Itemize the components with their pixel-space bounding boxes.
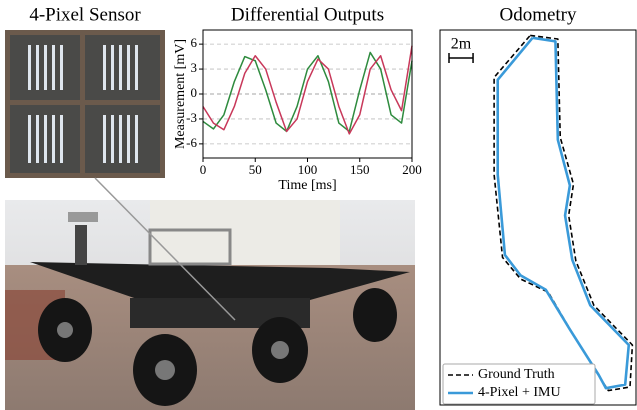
odometry-frame [440,30,636,405]
x-axis-label: Time [ms] [278,178,336,193]
x-tick-label: 0 [200,162,207,177]
x-tick-label: 150 [350,162,370,177]
legend-label: 4-Pixel + IMU [478,385,561,400]
x-tick-label: 50 [249,162,262,177]
sensor-title: 4-Pixel Sensor [29,4,141,25]
y-tick-label: 0 [191,85,198,100]
scale-bar-label: 2m [451,36,472,53]
legend-label: Ground Truth [478,367,555,382]
x-tick-label: 200 [402,162,422,177]
trajectory [494,35,632,390]
trajectory [498,38,629,388]
chart-title: Differential Outputs [231,4,384,25]
x-tick-label: 100 [298,162,318,177]
series-line [203,46,412,134]
chart-title: Odometry [499,4,577,25]
y-tick-label: 6 [191,35,198,50]
sensor-photo [5,30,165,178]
robot-photo [5,200,415,410]
figure: 4-Pixel Sensor Differential Outputs-6-30… [0,0,637,410]
y-tick-label: 3 [191,60,198,75]
series-line [203,52,412,131]
y-axis-label: Measurement [mV] [173,39,188,149]
